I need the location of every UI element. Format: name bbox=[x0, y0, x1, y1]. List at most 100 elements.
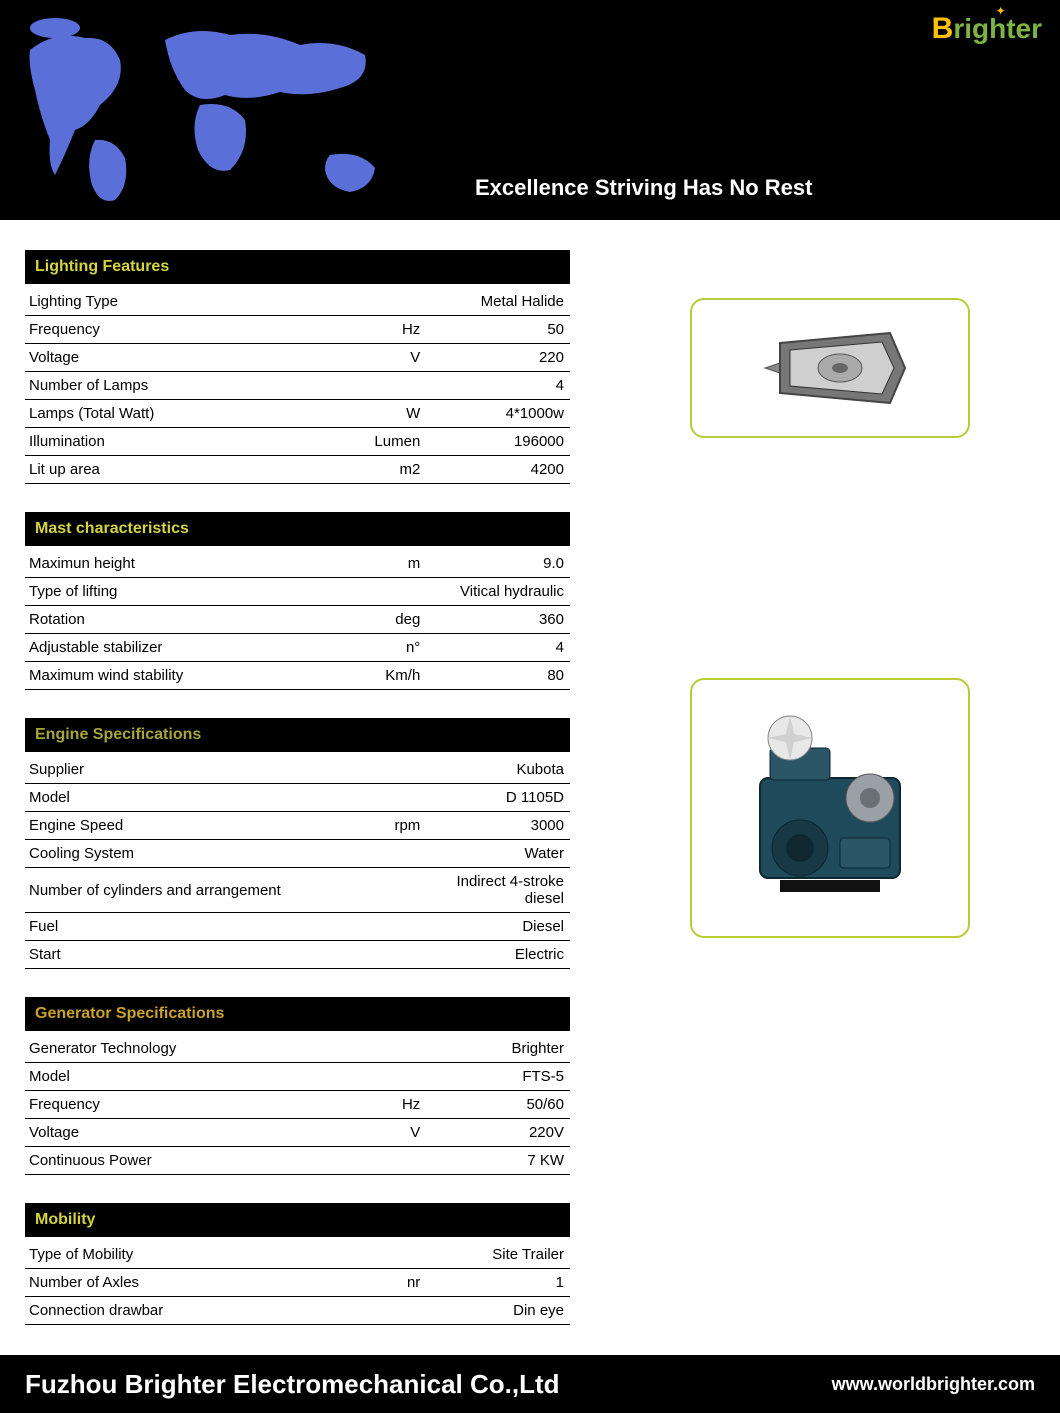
world-map-graphic bbox=[0, 10, 420, 210]
spec-unit bbox=[341, 913, 428, 941]
spec-value: 220V bbox=[428, 1119, 570, 1147]
spec-value: Site Trailer bbox=[428, 1241, 570, 1269]
spec-value: 220 bbox=[428, 344, 570, 372]
mast-section: Mast characteristics Maximun heightm9.0 … bbox=[25, 512, 570, 690]
spec-unit bbox=[341, 1297, 428, 1325]
spec-unit: n° bbox=[341, 634, 428, 662]
spec-label: Illumination bbox=[25, 428, 341, 456]
spec-value: 1 bbox=[428, 1269, 570, 1297]
spec-value: 3000 bbox=[428, 812, 570, 840]
spec-unit bbox=[341, 868, 428, 913]
spec-value: 50/60 bbox=[428, 1091, 570, 1119]
lighting-section: Lighting Features Lighting Type Metal Hal… bbox=[25, 250, 570, 484]
spec-value: 4 bbox=[428, 372, 570, 400]
generator-header: Generator Specifications bbox=[25, 997, 570, 1031]
spec-label: Model bbox=[25, 1063, 341, 1091]
lighting-header: Lighting Features bbox=[25, 250, 570, 284]
spec-unit bbox=[341, 1147, 428, 1175]
spec-unit: m2 bbox=[341, 456, 428, 484]
content-area: Lighting Features Lighting Type Metal Hal… bbox=[0, 220, 1060, 1353]
spec-value: Brighter bbox=[428, 1035, 570, 1063]
spec-unit: V bbox=[341, 1119, 428, 1147]
spec-value: Din eye bbox=[428, 1297, 570, 1325]
spec-label: Type of Mobility bbox=[25, 1241, 341, 1269]
spec-value: 4 bbox=[428, 634, 570, 662]
spec-label: Supplier bbox=[25, 756, 341, 784]
spec-label: Lighting Type bbox=[25, 288, 341, 316]
mobility-table: Type of Mobility Site Trailer Number of A… bbox=[25, 1241, 570, 1325]
engine-icon bbox=[730, 708, 930, 908]
spec-unit: deg bbox=[341, 606, 428, 634]
spec-label: Voltage bbox=[25, 1119, 341, 1147]
spec-value: 360 bbox=[428, 606, 570, 634]
specs-column: Lighting Features Lighting Type Metal Hal… bbox=[25, 250, 570, 1353]
page-footer: Fuzhou Brighter Electromechanical Co.,Lt… bbox=[0, 1355, 1060, 1413]
spec-value: 4*1000w bbox=[428, 400, 570, 428]
spec-value: D 1105D bbox=[428, 784, 570, 812]
engine-section: Engine Specifications Supplier Kubota Mod… bbox=[25, 718, 570, 969]
floodlight-image-box bbox=[690, 298, 970, 438]
mast-header: Mast characteristics bbox=[25, 512, 570, 546]
spec-value: 9.0 bbox=[428, 550, 570, 578]
lighting-table: Lighting TypeMetal Halide FrequencyHz50 … bbox=[25, 288, 570, 484]
spec-label: Lamps (Total Watt) bbox=[25, 400, 341, 428]
spec-label: Maximun height bbox=[25, 550, 341, 578]
engine-header: Engine Specifications bbox=[25, 718, 570, 752]
generator-section: Generator Specifications Generator Techn… bbox=[25, 997, 570, 1175]
spec-label: Lit up area bbox=[25, 456, 341, 484]
spec-unit bbox=[341, 578, 428, 606]
logo-b: B bbox=[932, 12, 954, 46]
spec-label: Start bbox=[25, 941, 341, 969]
spec-value: 196000 bbox=[428, 428, 570, 456]
spec-label: Type of lifting bbox=[25, 578, 341, 606]
spec-unit: Km/h bbox=[341, 662, 428, 690]
spec-unit bbox=[341, 941, 428, 969]
spec-label: Engine Speed bbox=[25, 812, 341, 840]
spec-unit: Hz bbox=[341, 316, 428, 344]
spec-unit: rpm bbox=[341, 812, 428, 840]
spec-value: 50 bbox=[428, 316, 570, 344]
spec-unit: Lumen bbox=[341, 428, 428, 456]
tagline-text: Excellence Striving Has No Rest bbox=[475, 175, 812, 201]
generator-table: Generator TechnologyBrighter ModelFTS-5 … bbox=[25, 1035, 570, 1175]
spec-value: Indirect 4-stroke diesel bbox=[428, 868, 570, 913]
spec-value: Vitical hydraulic bbox=[428, 578, 570, 606]
brighter-logo: ✦ B righter bbox=[932, 12, 1042, 46]
company-name: Fuzhou Brighter Electromechanical Co.,Lt… bbox=[25, 1369, 560, 1400]
spec-label: Generator Technology bbox=[25, 1035, 341, 1063]
spec-label: Connection drawbar bbox=[25, 1297, 341, 1325]
spec-label: Fuel bbox=[25, 913, 341, 941]
spec-label: Frequency bbox=[25, 316, 341, 344]
spec-label: Voltage bbox=[25, 344, 341, 372]
spec-value: 7 KW bbox=[428, 1147, 570, 1175]
spec-unit: V bbox=[341, 344, 428, 372]
spec-label: Maximum wind stability bbox=[25, 662, 341, 690]
spec-label: Adjustable stabilizer bbox=[25, 634, 341, 662]
floodlight-icon bbox=[750, 318, 910, 418]
spec-label: Rotation bbox=[25, 606, 341, 634]
spec-label: Number of cylinders and arrangement bbox=[25, 868, 341, 913]
images-column bbox=[690, 250, 970, 1353]
website-url: www.worldbrighter.com bbox=[832, 1374, 1035, 1395]
spec-label: Frequency bbox=[25, 1091, 341, 1119]
spec-unit bbox=[341, 840, 428, 868]
spec-value: FTS-5 bbox=[428, 1063, 570, 1091]
bulb-icon: ✦ bbox=[996, 4, 1006, 18]
spec-label: Cooling System bbox=[25, 840, 341, 868]
mobility-header: Mobility bbox=[25, 1203, 570, 1237]
spec-unit: Hz bbox=[341, 1091, 428, 1119]
spec-label: Number of Lamps bbox=[25, 372, 341, 400]
spec-unit bbox=[341, 372, 428, 400]
mast-table: Maximun heightm9.0 Type of lifting Vitica… bbox=[25, 550, 570, 690]
spec-label: Number of Axles bbox=[25, 1269, 341, 1297]
spec-unit bbox=[341, 288, 428, 316]
spec-unit bbox=[341, 1035, 428, 1063]
spec-unit: m bbox=[341, 550, 428, 578]
spec-value: Diesel bbox=[428, 913, 570, 941]
spec-value: Water bbox=[428, 840, 570, 868]
mobility-section: Mobility Type of Mobility Site Trailer Nu… bbox=[25, 1203, 570, 1325]
spec-value: Kubota bbox=[428, 756, 570, 784]
spec-value: Metal Halide bbox=[428, 288, 570, 316]
spec-label: Model bbox=[25, 784, 341, 812]
spec-value: Electric bbox=[428, 941, 570, 969]
